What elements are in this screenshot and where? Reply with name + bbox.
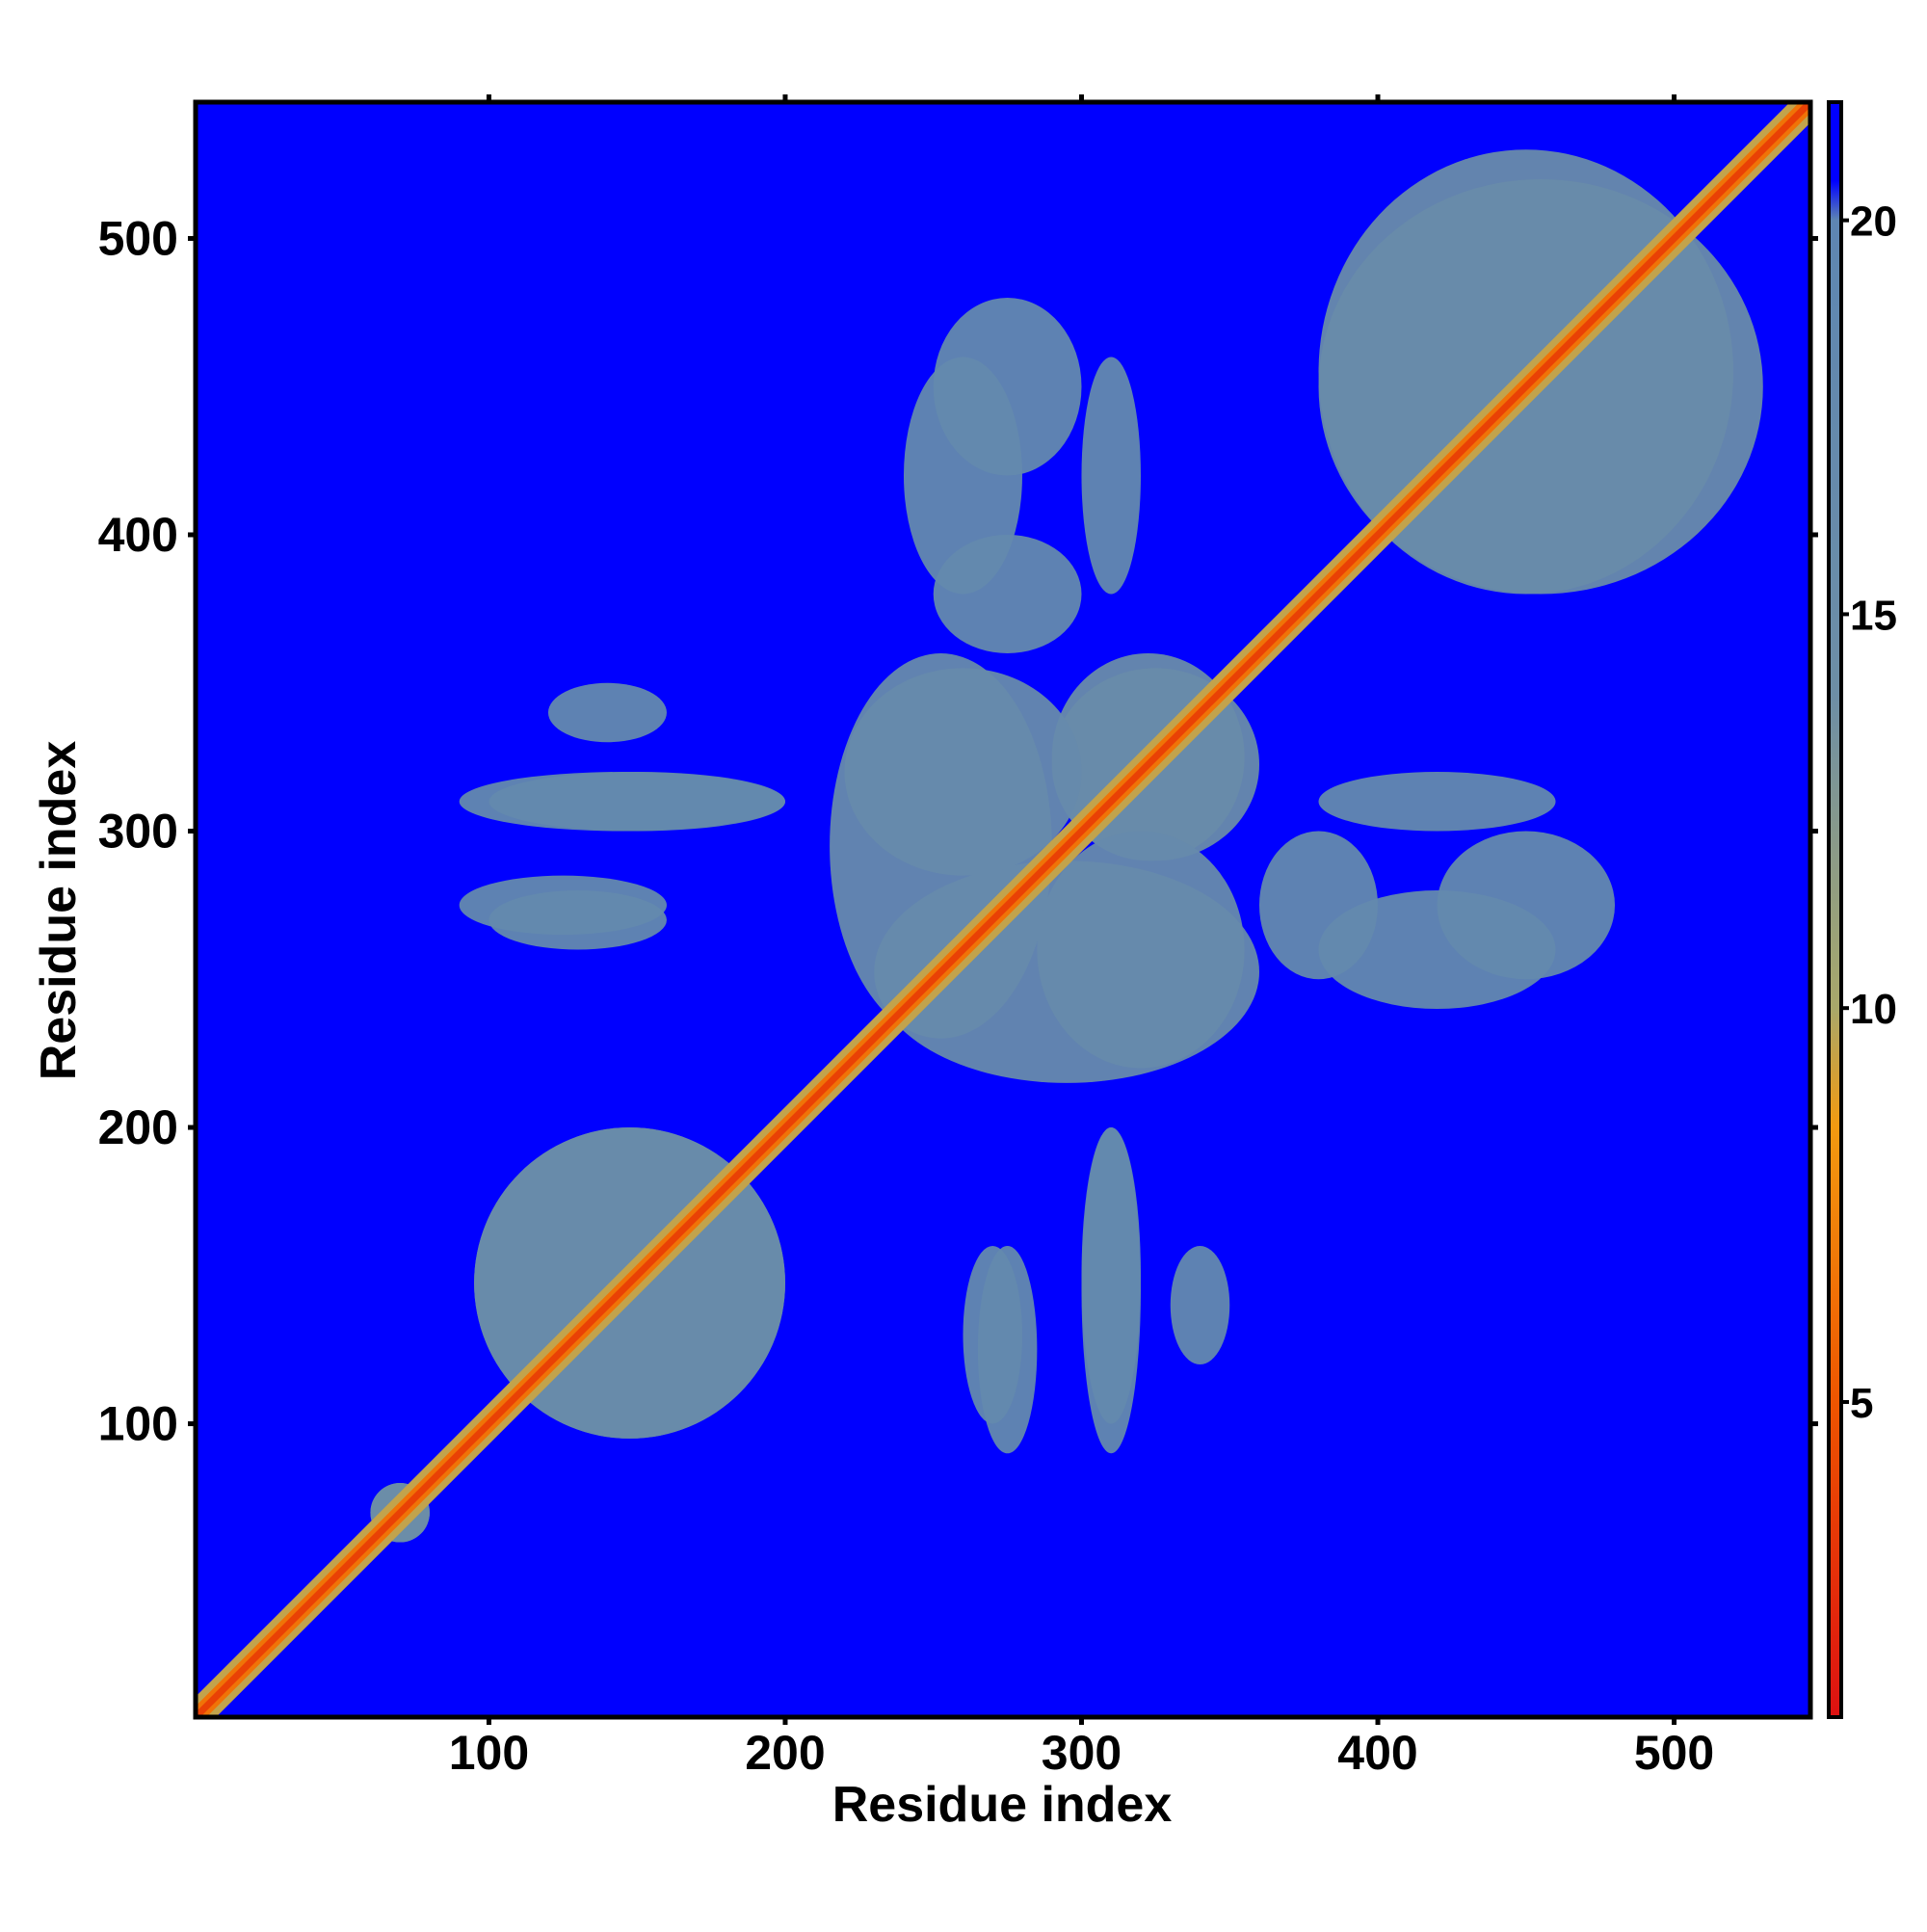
colorbar-tick-label-15: 15 (1850, 592, 1897, 639)
x-axis-title: Residue index (832, 1777, 1173, 1833)
contact-region-9-mirror (488, 890, 667, 950)
colorbar-tick-label-5: 5 (1850, 1380, 1873, 1427)
x-tick-label-200: 200 (745, 1726, 825, 1780)
plot-layer (196, 102, 1810, 1717)
x-tick-label-500: 500 (1634, 1726, 1714, 1780)
contact-region-5-mirror (844, 668, 1082, 876)
y-tick-label-100: 100 (98, 1397, 178, 1451)
contact-region-9 (963, 1246, 1022, 1424)
contact-region-15 (1437, 831, 1616, 980)
heatmap-cells (196, 102, 1810, 1717)
contact-region-15-mirror (933, 297, 1082, 476)
contact-region-13 (1081, 357, 1141, 595)
colorbar-layer: 5 10 15 20 (1827, 100, 1897, 1719)
x-tick-label-400: 400 (1337, 1726, 1417, 1780)
y-axis-title: Residue index (31, 741, 87, 1081)
contact-region-11 (1170, 1246, 1230, 1365)
diagonal-core (196, 102, 1810, 1717)
contact-region-5 (1037, 831, 1245, 1069)
contact-region-10-mirror (488, 772, 785, 832)
contact-region-14-mirror (933, 534, 1082, 653)
contact-region-10 (1081, 1127, 1141, 1424)
axes-layer: 100 200 300 400 500 100 200 300 400 500 (98, 94, 1818, 1780)
contact-region-13-mirror (1318, 772, 1556, 832)
colorbar-bar (1827, 100, 1843, 1719)
y-tick-label-300: 300 (98, 805, 178, 859)
colorbar-tick-label-10: 10 (1850, 986, 1897, 1033)
contact-region-11-mirror (547, 682, 667, 743)
plot-frame (193, 99, 1813, 1720)
y-tick-label-500: 500 (98, 211, 178, 265)
contact-region-14 (1259, 831, 1379, 980)
y-tick-label-200: 200 (98, 1100, 178, 1154)
x-tick-label-100: 100 (449, 1726, 529, 1780)
x-tick-label-300: 300 (1042, 1726, 1122, 1780)
colorbar-tick-label-20: 20 (1850, 198, 1897, 246)
y-tick-label-400: 400 (98, 508, 178, 562)
